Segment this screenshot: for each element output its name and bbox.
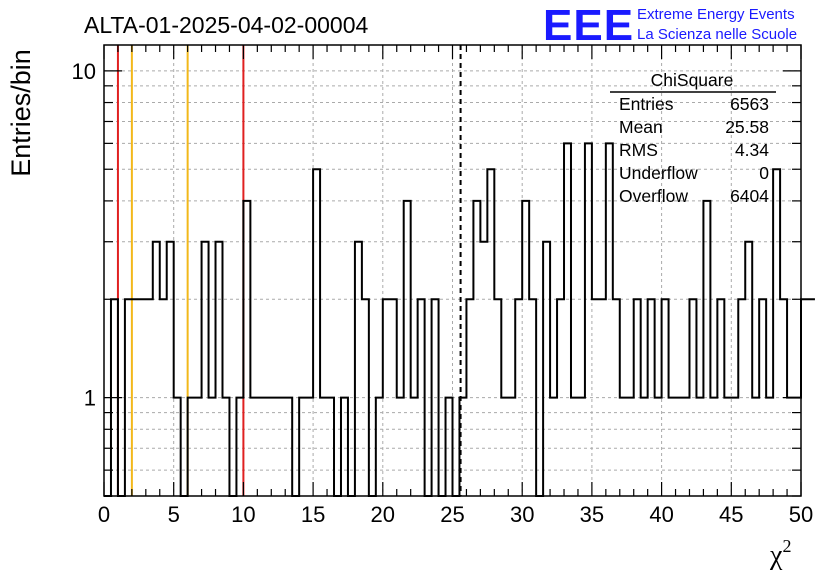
stats-label: Entries <box>619 94 674 114</box>
stats-label: RMS <box>619 140 658 160</box>
x-tick-label: 20 <box>371 502 395 527</box>
marker-lines <box>116 45 462 496</box>
y-axis-label: Entries/bin <box>6 49 36 177</box>
histogram-series <box>104 142 815 497</box>
x-tick-label: 30 <box>510 502 534 527</box>
stats-value: 4.34 <box>735 140 769 160</box>
y-tick-label: 10 <box>72 59 96 84</box>
axis-ticks: 0 5 10 15 20 25 30 35 40 45 50 1 10 <box>72 45 813 527</box>
logo-line2: La Scienza nelle Scuole <box>637 26 797 43</box>
stats-label: Overflow <box>619 186 688 206</box>
x-tick-label: 0 <box>98 502 110 527</box>
eee-logo: EEE Extreme Energy Events La Scienza nel… <box>543 1 797 50</box>
x-tick-label: 5 <box>168 502 180 527</box>
x-tick-label: 35 <box>580 502 604 527</box>
x-tick-label: 25 <box>440 502 464 527</box>
stats-title: ChiSquare <box>651 70 734 90</box>
x-tick-label: 50 <box>789 502 813 527</box>
histogram-line <box>104 142 815 497</box>
stats-box: ChiSquare Entries 6563 Mean 25.58 RMS 4.34 Und… <box>610 70 776 206</box>
x-tick-label: 10 <box>231 502 255 527</box>
stats-label: Underflow <box>619 163 698 183</box>
logo-line1: Extreme Energy Events <box>637 6 795 23</box>
stats-rows: Entries 6563 Mean 25.58 RMS 4.34 Underflow 0 Ove… <box>619 94 769 206</box>
x-axis-label-base: χ <box>769 540 783 571</box>
y-tick-label: 1 <box>84 386 96 411</box>
stats-value: 25.58 <box>725 117 769 137</box>
stats-value: 6563 <box>730 94 769 114</box>
x-tick-label: 45 <box>719 502 743 527</box>
logo-mark: EEE <box>543 1 634 50</box>
x-axis-label: χ2 <box>769 536 791 571</box>
x-tick-label: 15 <box>301 502 325 527</box>
x-axis-label-superscript: 2 <box>782 536 791 556</box>
stats-value: 0 <box>759 163 769 183</box>
chart-title: ALTA-01-2025-04-02-00004 <box>84 12 368 38</box>
x-tick-label: 40 <box>649 502 673 527</box>
stats-value: 6404 <box>730 186 769 206</box>
stats-label: Mean <box>619 117 663 137</box>
